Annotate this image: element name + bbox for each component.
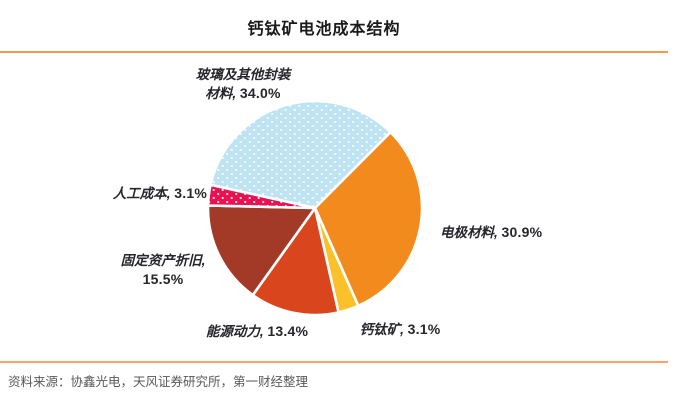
label-electrode-name: 电极材料,	[440, 225, 502, 240]
label-electrode-material: 电极材料, 30.9%	[440, 223, 542, 242]
pie-slice-1	[209, 99, 392, 210]
label-labor-value: 3.1%	[174, 185, 207, 201]
label-glass-packaging: 玻璃及其他封装 材料, 34.0%	[153, 66, 333, 103]
chart-title: 钙钛矿电池成本结构	[247, 21, 401, 38]
label-glass-value: 34.0%	[239, 85, 281, 101]
label-energy-power: 能源动力, 13.4%	[197, 322, 317, 341]
label-depreciation-value: 15.5%	[142, 271, 184, 287]
bottom-divider-line	[0, 361, 668, 363]
source-note: 资料来源：协鑫光电，天风证券研究所，第一财经整理	[8, 375, 309, 389]
label-glass-line1: 玻璃及其他封装	[195, 67, 291, 82]
pie-slice-6	[206, 183, 317, 210]
label-labor-cost: 人工成本, 3.1%	[0, 184, 207, 203]
label-depreciation-name: 固定资产折旧,	[120, 253, 206, 268]
label-glass-line2-name: 材料,	[205, 86, 240, 101]
label-fixed-asset-depreciation: 固定资产折旧, 15.5%	[88, 252, 238, 289]
label-perovskite-name: 钙钛矿,	[359, 322, 408, 337]
label-perovskite: 钙钛矿, 3.1%	[345, 320, 455, 339]
label-energy-value: 13.4%	[267, 323, 309, 339]
label-perovskite-value: 3.1%	[407, 321, 441, 337]
pie-slice-4	[251, 206, 340, 317]
label-electrode-value: 30.9%	[501, 224, 543, 240]
top-divider-line	[0, 51, 668, 53]
pie-slice-2	[313, 130, 424, 308]
pie-slice-5	[206, 204, 317, 297]
label-labor-name: 人工成本,	[112, 186, 175, 201]
label-energy-name: 能源动力,	[205, 324, 268, 339]
